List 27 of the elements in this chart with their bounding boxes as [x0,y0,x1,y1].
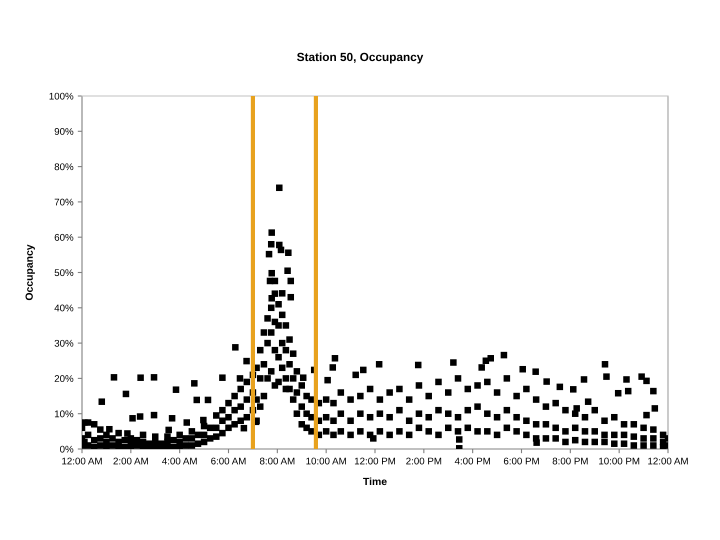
x-tick-label: 6:00 PM [504,458,539,464]
x-tick-label: 8:00 AM [260,458,294,464]
y-axis-title: Occupancy [25,244,35,300]
x-tick-label: 12:00 AM [62,458,102,464]
x-tick-label: 6:00 AM [211,458,246,464]
x-tick-label: 4:00 AM [162,458,197,464]
x-tick-label: 10:00 PM [599,458,640,464]
y-tick-label: 100% [50,92,74,100]
x-tick-label: 4:00 PM [454,458,490,464]
chart-title: Station 50, Occupancy [297,52,424,64]
y-tick-label: 40% [54,304,74,312]
y-tick-label: 60% [54,234,74,241]
x-tick-label: 2:00 AM [113,458,148,464]
y-tick-label: 0% [60,446,74,453]
x-tick-label: 12:00 AM [648,458,688,464]
y-tick-label: 70% [54,198,74,206]
x-tick-label: 12:00 PM [354,458,396,464]
y-tick-label: 30% [54,340,74,347]
x-tick-label: 8:00 PM [552,458,588,464]
x-tick-label: 2:00 PM [406,458,442,464]
y-tick-label: 90% [54,128,74,135]
y-tick-label: 20% [54,375,74,382]
x-axis-title: Time [363,478,387,486]
y-tick-label: 80% [54,163,74,170]
y-tick-label: 50% [54,269,74,276]
y-tick-label: 10% [54,410,74,418]
x-tick-label: 10:00 AM [306,458,346,464]
